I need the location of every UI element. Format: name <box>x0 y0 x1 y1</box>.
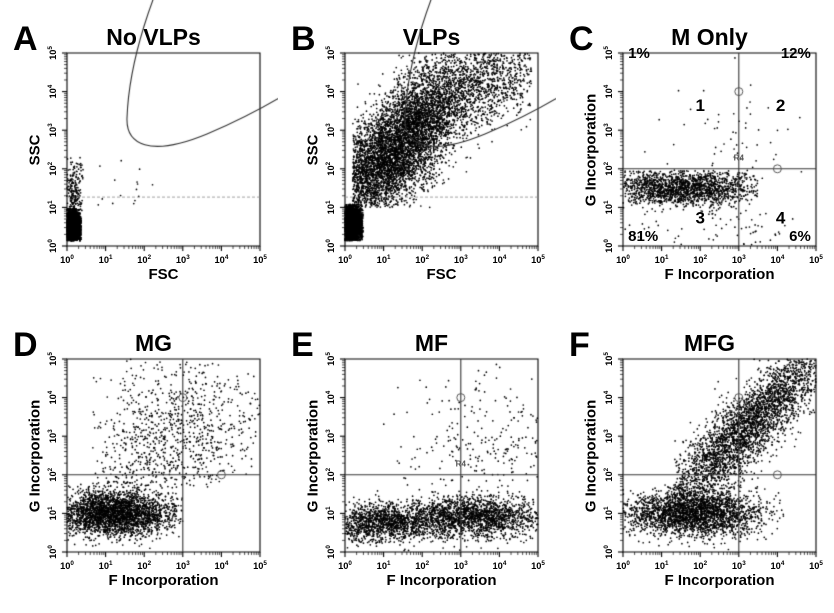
svg-text:102: 102 <box>693 560 707 571</box>
svg-text:100: 100 <box>60 560 74 571</box>
svg-text:103: 103 <box>732 560 746 571</box>
svg-text:100: 100 <box>60 254 74 265</box>
svg-text:105: 105 <box>253 254 267 265</box>
svg-text:100: 100 <box>603 545 614 559</box>
svg-text:100: 100 <box>47 239 58 253</box>
svg-text:12%: 12% <box>781 45 811 62</box>
svg-text:3: 3 <box>695 208 704 227</box>
svg-text:103: 103 <box>176 254 190 265</box>
svg-text:105: 105 <box>603 352 614 366</box>
svg-text:104: 104 <box>214 560 228 571</box>
svg-text:104: 104 <box>214 254 228 265</box>
svg-text:100: 100 <box>325 239 336 253</box>
svg-text:103: 103 <box>47 123 58 137</box>
svg-text:101: 101 <box>603 506 614 520</box>
svg-text:101: 101 <box>655 560 669 571</box>
svg-text:105: 105 <box>47 46 58 60</box>
svg-text:100: 100 <box>338 254 352 265</box>
svg-text:104: 104 <box>325 84 336 98</box>
svg-text:1%: 1% <box>628 45 650 62</box>
svg-text:2: 2 <box>776 96 785 115</box>
svg-text:105: 105 <box>47 352 58 366</box>
svg-text:102: 102 <box>603 467 614 481</box>
svg-text:101: 101 <box>99 560 113 571</box>
svg-text:105: 105 <box>253 560 267 571</box>
svg-text:102: 102 <box>137 560 151 571</box>
svg-text:103: 103 <box>47 429 58 443</box>
svg-text:101: 101 <box>47 200 58 214</box>
svg-text:101: 101 <box>325 200 336 214</box>
svg-text:4: 4 <box>776 208 786 227</box>
svg-text:1: 1 <box>695 96 704 115</box>
svg-text:101: 101 <box>377 254 391 265</box>
svg-text:104: 104 <box>770 560 784 571</box>
svg-text:102: 102 <box>415 254 429 265</box>
svg-text:102: 102 <box>47 161 58 175</box>
svg-text:105: 105 <box>809 560 823 571</box>
svg-text:100: 100 <box>47 545 58 559</box>
svg-text:102: 102 <box>325 161 336 175</box>
svg-text:104: 104 <box>603 390 614 404</box>
svg-text:R4: R4 <box>456 459 467 468</box>
svg-text:103: 103 <box>454 254 468 265</box>
svg-text:103: 103 <box>176 560 190 571</box>
svg-text:104: 104 <box>47 84 58 98</box>
svg-text:102: 102 <box>137 254 151 265</box>
svg-text:R4: R4 <box>734 153 745 162</box>
svg-text:105: 105 <box>531 254 545 265</box>
svg-text:100: 100 <box>616 560 630 571</box>
svg-text:104: 104 <box>47 390 58 404</box>
svg-text:105: 105 <box>325 46 336 60</box>
svg-text:6%: 6% <box>789 228 811 245</box>
svg-text:101: 101 <box>47 506 58 520</box>
svg-text:104: 104 <box>492 254 506 265</box>
svg-text:81%: 81% <box>628 228 658 245</box>
svg-text:103: 103 <box>603 429 614 443</box>
svg-text:101: 101 <box>99 254 113 265</box>
svg-text:102: 102 <box>47 467 58 481</box>
svg-text:103: 103 <box>325 123 336 137</box>
